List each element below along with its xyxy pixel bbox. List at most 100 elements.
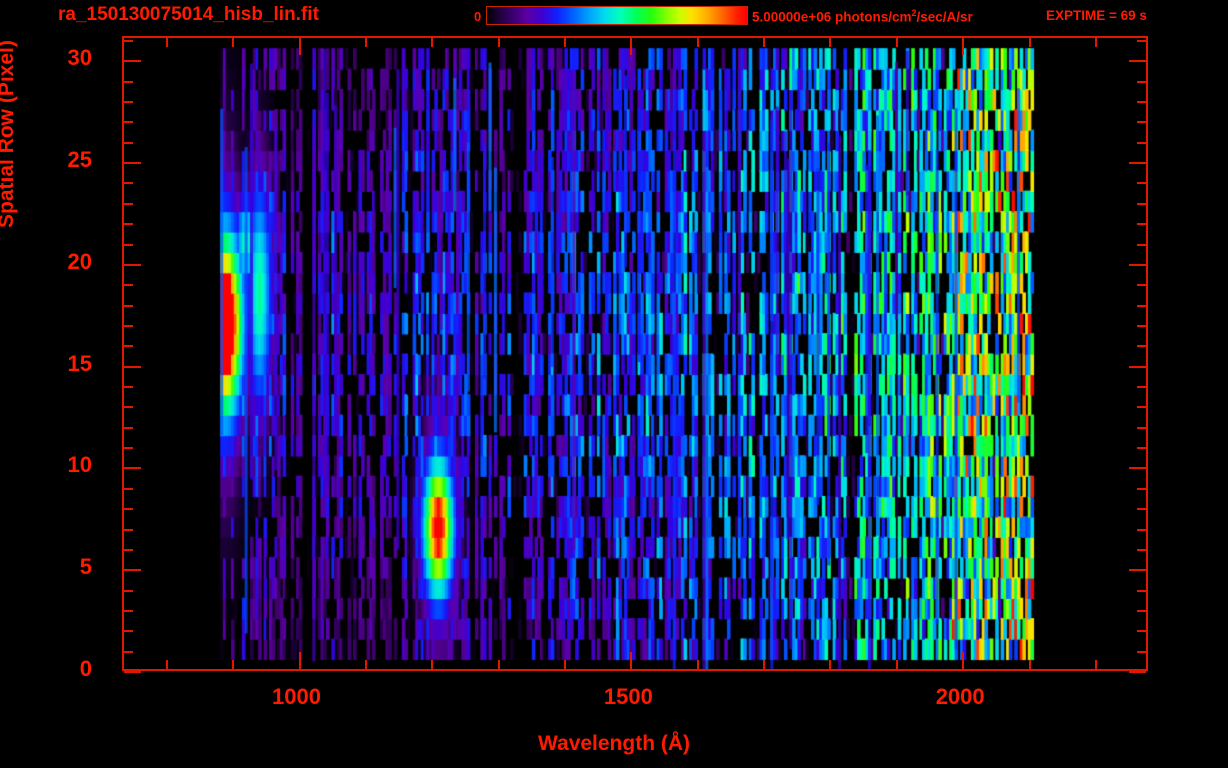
x-tick-label: 2000 (935, 684, 985, 709)
y-tick-right (1137, 630, 1146, 633)
y-tick-right (1137, 202, 1146, 205)
x-tick (431, 660, 434, 669)
y-tick (124, 182, 133, 185)
y-tick-right (1129, 671, 1146, 673)
y-tick (124, 141, 133, 144)
y-tick (124, 101, 133, 104)
y-tick-right (1137, 386, 1146, 389)
y-tick (124, 284, 133, 287)
y-tick-right (1137, 223, 1146, 226)
x-tick-top (1028, 38, 1031, 47)
x-tick (1094, 660, 1097, 669)
y-tick (124, 324, 133, 327)
y-tick (124, 406, 133, 409)
y-tick (124, 202, 133, 205)
y-tick-right (1137, 528, 1146, 531)
y-tick-right (1137, 589, 1146, 592)
x-tick-top (895, 38, 898, 47)
y-tick-right (1137, 447, 1146, 450)
y-tick-right (1137, 284, 1146, 287)
x-tick-label: 1000 (272, 684, 321, 709)
y-tick-right (1137, 426, 1146, 429)
y-tick-right (1137, 304, 1146, 307)
colorbar (486, 6, 748, 25)
y-tick (124, 243, 133, 246)
x-tick (364, 660, 367, 669)
y-tick-right (1137, 80, 1146, 83)
x-tick-top (298, 38, 301, 55)
x-tick-top (364, 38, 367, 47)
colorbar-max-label: 5.00000e+06 photons/cm2/sec/A/sr (752, 8, 973, 25)
y-tick-right (1129, 263, 1146, 266)
x-axis-title: Wavelength (Å) (537, 732, 691, 755)
y-tick-label: 30 (67, 45, 92, 71)
colorbar-max-value: 5.00000e+06 (752, 9, 832, 25)
y-tick (124, 263, 141, 266)
y-tick (124, 671, 141, 673)
y-tick-right (1129, 467, 1146, 470)
y-tick (124, 569, 141, 572)
x-tick-top (564, 38, 566, 47)
plot-area (124, 38, 1146, 669)
y-tick-right (1137, 40, 1146, 42)
y-tick-label: 5 (79, 554, 92, 580)
y-tick (124, 487, 133, 490)
x-tick (630, 652, 633, 669)
y-tick (124, 162, 141, 165)
x-tick (696, 660, 699, 669)
y-tick-right (1137, 141, 1146, 144)
y-tick-label: 15 (67, 350, 92, 376)
y-tick (124, 40, 133, 42)
y-tick-label: 20 (67, 248, 92, 274)
y-tick-right (1137, 182, 1146, 185)
y-tick-right (1137, 508, 1146, 511)
x-tick-top (1094, 38, 1097, 47)
x-tick (298, 652, 301, 669)
y-tick-right (1137, 243, 1146, 246)
y-tick (124, 365, 141, 368)
x-tick-top (763, 38, 766, 47)
colorbar-units-post: /sec/A/sr (916, 9, 973, 25)
y-tick (124, 80, 133, 83)
y-tick (124, 386, 133, 389)
y-tick-right (1137, 609, 1146, 612)
y-axis-title: Spatial Row (Pixel) (0, 40, 18, 228)
x-tick (497, 660, 500, 669)
y-tick-right (1137, 487, 1146, 490)
y-tick-right (1129, 569, 1146, 572)
y-tick-right (1137, 121, 1146, 124)
y-tick-label: 10 (67, 452, 92, 478)
colorbar-units-pre: photons/cm (831, 9, 912, 25)
y-tick-label: 25 (67, 147, 92, 173)
x-tick (763, 660, 766, 669)
y-tick (124, 528, 133, 531)
spectrogram-image (124, 38, 1146, 669)
x-tick (564, 660, 566, 669)
y-tick (124, 650, 133, 653)
x-tick-top (497, 38, 500, 47)
y-tick-right (1137, 101, 1146, 104)
colorbar-min-label: 0 (474, 9, 482, 24)
colorbar-units-exponent: 2 (911, 8, 917, 18)
y-tick-right (1137, 650, 1146, 653)
exptime-label: EXPTIME = 69 s (1046, 8, 1147, 23)
x-tick (895, 660, 898, 669)
x-tick-top (630, 38, 633, 55)
x-tick (829, 660, 832, 669)
y-tick-right (1129, 365, 1146, 368)
x-tick (232, 660, 235, 669)
y-tick (124, 508, 133, 511)
y-tick-right (1137, 324, 1146, 327)
x-tick (165, 660, 168, 669)
y-tick (124, 345, 133, 348)
y-tick (124, 121, 133, 124)
x-tick-top (962, 38, 965, 55)
plot-frame (122, 36, 1148, 673)
y-tick (124, 223, 133, 226)
x-tick-top (829, 38, 832, 47)
y-tick (124, 304, 133, 307)
x-tick-top (431, 38, 434, 47)
x-tick (962, 652, 965, 669)
x-tick (1028, 660, 1031, 669)
